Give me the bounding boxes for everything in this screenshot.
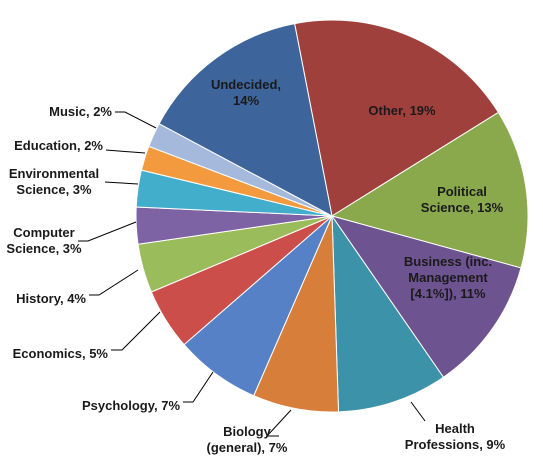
data-label-music: Music, 2% xyxy=(49,104,112,119)
data-label-undecided: Undecided, 14% xyxy=(211,77,281,108)
data-label-history: History, 4% xyxy=(16,291,86,306)
pie-slices xyxy=(135,19,529,413)
leader-line-education xyxy=(105,149,146,154)
leader-line-history xyxy=(89,269,139,296)
leader-line-economics xyxy=(111,311,161,351)
data-label-other: Other, 19% xyxy=(368,103,436,118)
leader-line-psychology xyxy=(183,371,214,403)
data-label-political-science: Political Science, 13% xyxy=(421,184,504,215)
leader-lines xyxy=(78,111,426,437)
data-labels: Other, 19% Political Science, 13% Business … xyxy=(6,77,505,455)
data-label-psychology: Psychology, 7% xyxy=(82,398,180,413)
data-label-education: Education, 2% xyxy=(14,138,103,153)
leader-line-music xyxy=(115,111,157,129)
leader-line-health-professions xyxy=(410,401,426,422)
pie-slice-business-inc-management-4-1 xyxy=(330,215,522,378)
leader-line-computer-science xyxy=(78,221,137,242)
pie-slice-health-professions xyxy=(331,214,445,413)
pie-slice-other xyxy=(294,19,500,217)
leader-line-biology-general xyxy=(265,409,292,437)
data-label-health-professions: Health Professions, 9% xyxy=(405,421,506,452)
pie-slice-undecided xyxy=(158,23,333,217)
leader-line-environmental-science xyxy=(104,181,139,185)
data-label-business-inc-management-4-1: Business (inc. Management [4.1%]), 11% xyxy=(404,254,492,301)
data-label-economics: Economics, 5% xyxy=(13,346,109,361)
data-label-biology-general: Biology (general), 7% xyxy=(207,424,288,455)
data-label-environmental-science: Environmental Science, 3% xyxy=(9,166,99,197)
data-label-computer-science: Computer Science, 3% xyxy=(6,225,82,256)
